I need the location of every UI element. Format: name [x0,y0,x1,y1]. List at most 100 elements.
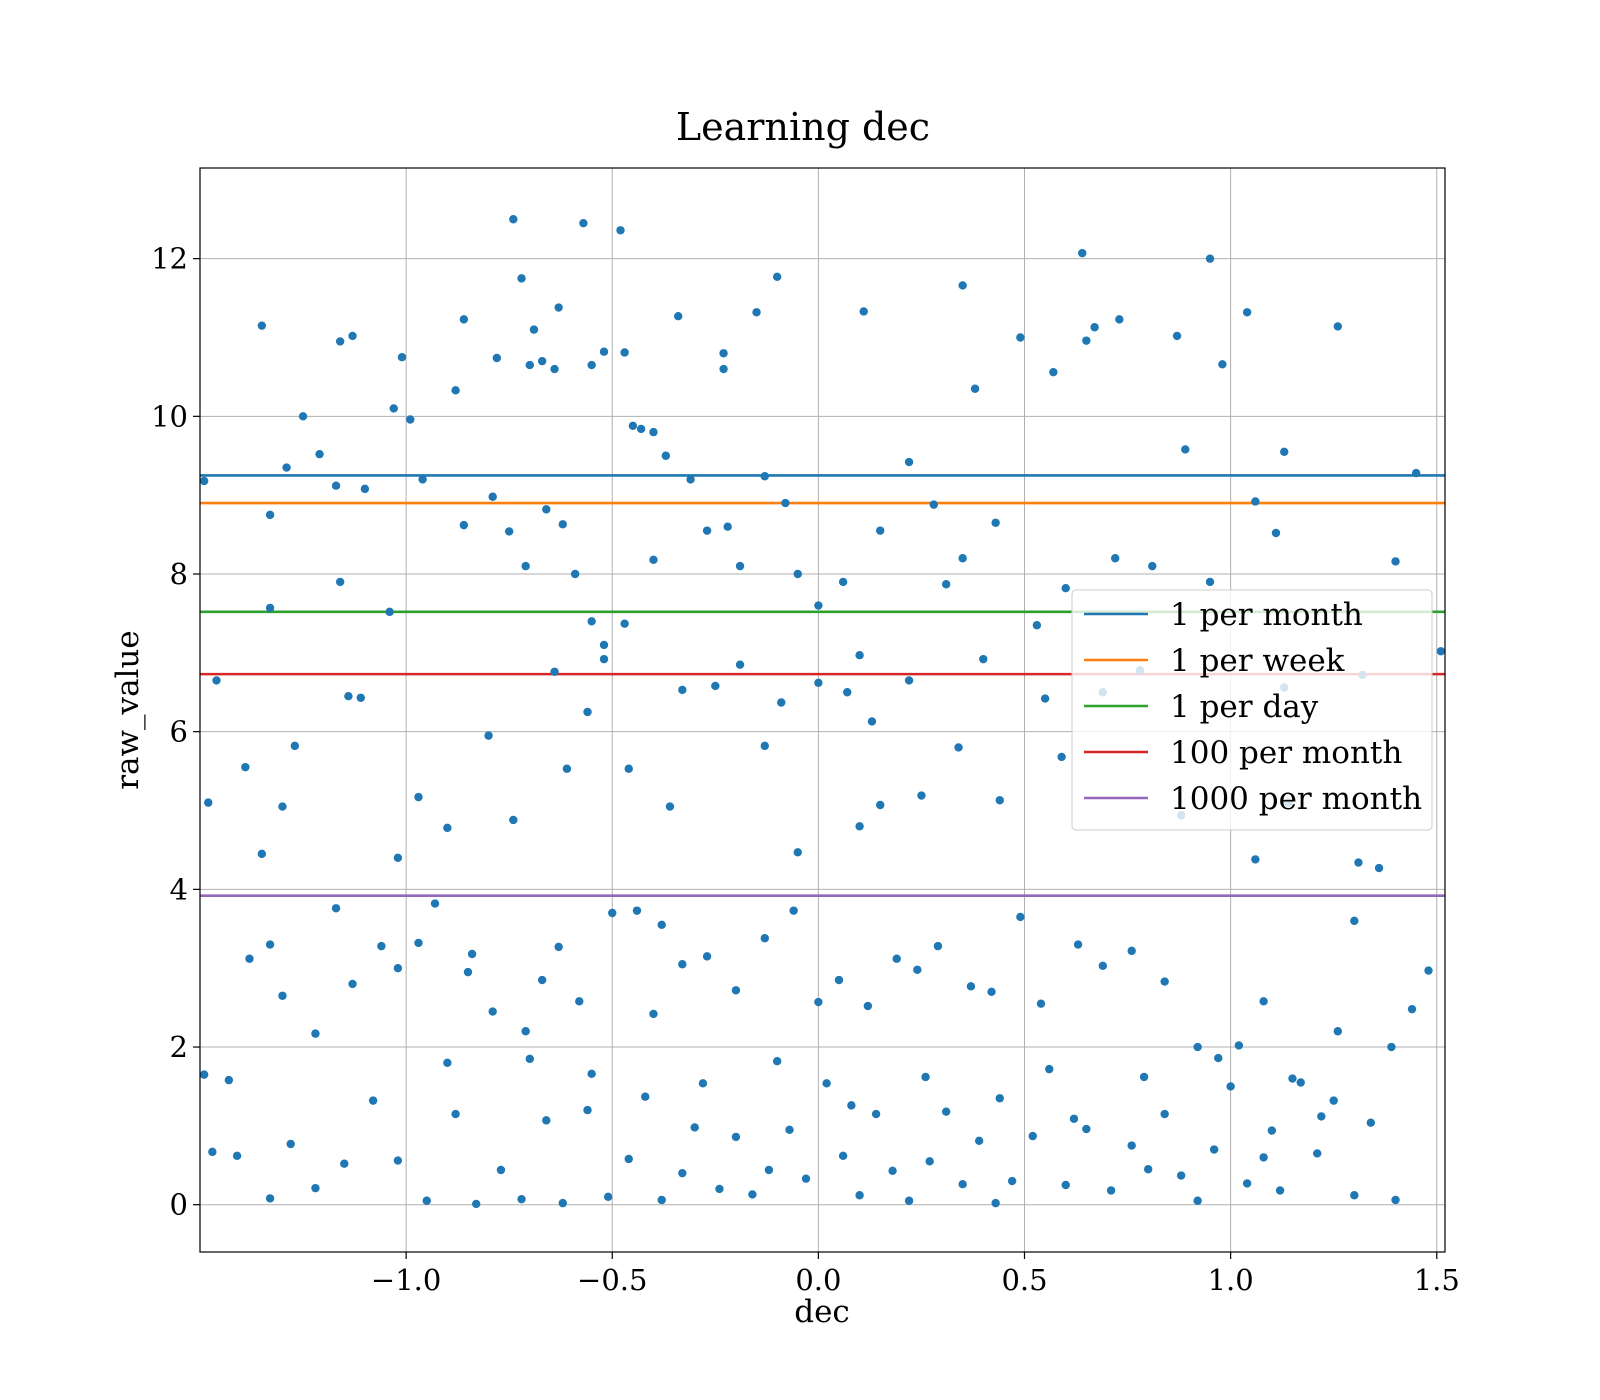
data-point [1226,1082,1235,1091]
data-point [764,1165,774,1175]
data-point [822,1079,831,1088]
data-point [1106,1186,1116,1195]
data-point [1193,1196,1202,1205]
data-point [632,906,642,915]
data-point [542,1116,551,1125]
data-point [1391,1195,1400,1205]
data-point [335,577,345,587]
data-point [801,1174,811,1183]
y-tick-label: 12 [151,242,188,276]
data-point [793,848,802,857]
data-point [335,337,345,346]
data-point [315,449,324,459]
chart-title: Learning dec [676,105,930,149]
data-point [1436,647,1446,656]
data-point [1271,528,1281,538]
data-point [1333,1027,1343,1036]
legend-label: 1 per day [1170,689,1319,725]
data-point [715,1184,724,1194]
data-point [484,731,493,740]
data-point [814,678,823,688]
data-point [232,1151,242,1161]
data-point [970,384,980,393]
data-point [562,764,572,773]
data-point [459,520,469,530]
data-point [1350,916,1359,926]
data-point [628,421,638,430]
data-point [777,698,786,707]
data-point [212,676,221,685]
legend: 1 per month 1 per week 1 per day 100 per mo… [1071,589,1433,831]
data-point [558,520,567,529]
data-point [814,997,823,1007]
data-point [278,991,287,1000]
data-point [641,1092,650,1101]
data-point [558,1198,567,1208]
data-point [603,1192,613,1202]
data-point [1296,1078,1305,1087]
y-tick-label: 6 [170,715,188,749]
data-point [1205,254,1215,263]
data-point [430,899,440,908]
data-point [785,1125,794,1135]
data-point [443,1058,452,1067]
data-point [876,800,885,810]
data-point [537,975,547,985]
data-point [542,505,551,514]
data-point [661,451,671,460]
data-point [257,321,267,330]
data-point [509,215,518,224]
data-point [1267,1126,1277,1135]
data-point [1090,323,1099,332]
data-point [1333,322,1343,331]
data-point [678,1168,687,1178]
ticks: −1.0 −0.5 0.0 0.5 1.0 1.5 0 2 4 6 8 10 12 [151,242,1460,1297]
data-point [867,717,877,726]
legend-box [1071,589,1433,831]
data-point [451,1109,460,1119]
data-point [966,982,976,991]
data-point [974,1136,984,1146]
data-point [344,692,353,701]
data-point [913,965,922,974]
x-tick-label: −1.0 [371,1263,441,1297]
data-point [772,272,782,281]
data-point [368,1096,378,1105]
data-point [241,762,250,772]
data-point [657,1195,666,1205]
data-point [1275,1186,1285,1195]
data-point [311,1183,320,1193]
data-point [472,1199,481,1209]
data-point [731,1132,741,1142]
data-point [331,481,341,490]
data-point [1288,1074,1297,1083]
data-point [686,475,695,484]
data-point [871,1109,881,1119]
data-point [599,347,609,356]
data-point [624,1154,633,1164]
data-point [649,427,658,437]
data-point [1391,557,1400,566]
data-point [793,569,802,579]
data-point [1411,468,1421,478]
data-point [987,987,996,997]
data-point [1110,554,1120,563]
data-point [1069,1114,1079,1123]
data-point [904,676,914,685]
data-point [917,791,926,800]
data-point [1007,1176,1017,1186]
data-point [517,274,526,283]
data-point [282,463,291,472]
data-point [208,1147,217,1157]
data-point [1082,336,1091,345]
x-tick-label: 1.5 [1414,1263,1460,1297]
data-point [1317,1112,1326,1121]
data-point [286,1139,295,1149]
x-tick-label: 0.0 [795,1263,841,1297]
data-point [1354,858,1363,867]
data-point [954,743,963,752]
data-point [1078,248,1087,258]
data-point [1193,1042,1202,1052]
data-point [290,741,300,751]
data-point [1061,583,1070,593]
